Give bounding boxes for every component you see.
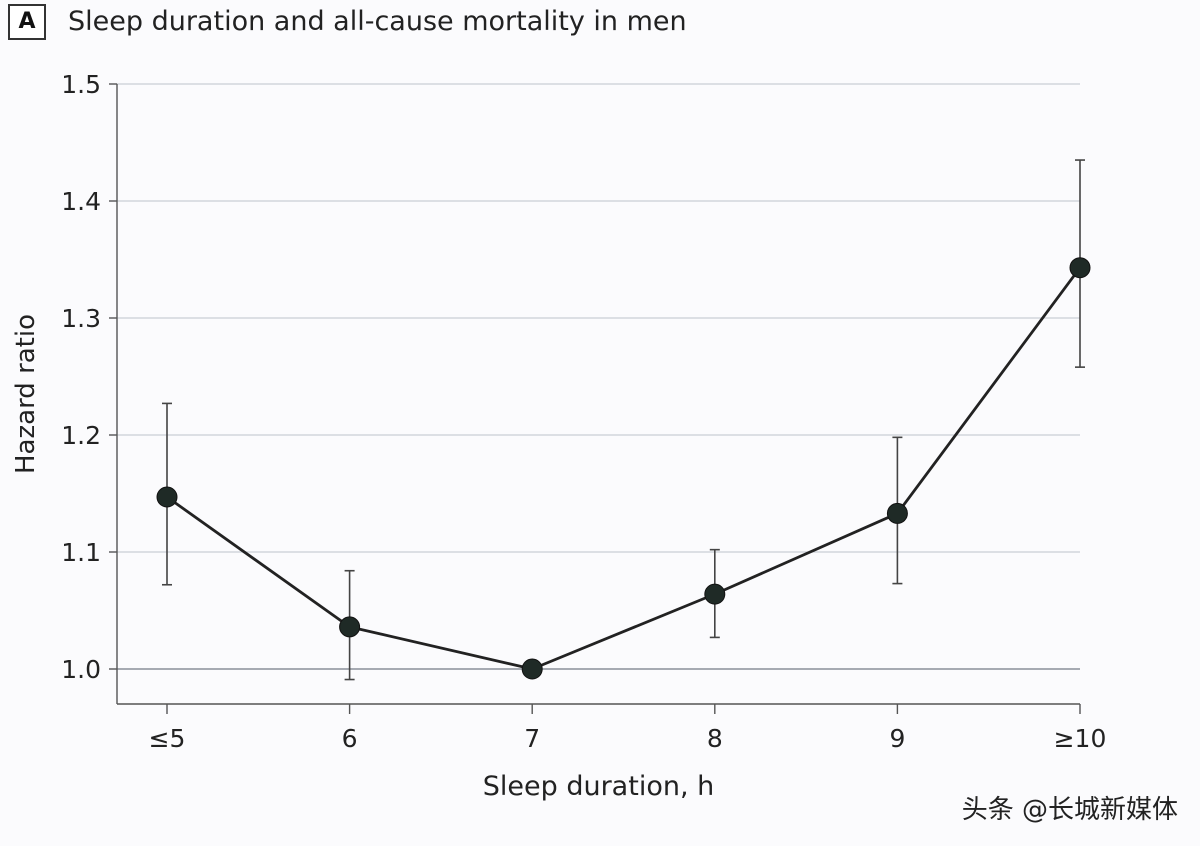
y-axis-title: Hazard ratio: [11, 314, 41, 474]
watermark: 头条 @长城新媒体: [961, 795, 1178, 825]
panel-label: A: [8, 4, 46, 40]
x-tick-label: 8: [707, 724, 723, 753]
data-point: [156, 486, 178, 508]
data-point: [339, 616, 361, 638]
series-line: [166, 266, 1082, 671]
data-point: [886, 502, 908, 524]
y-tick-label: 1.2: [61, 421, 101, 450]
y-tick-label: 1.4: [61, 187, 101, 216]
y-tick-label: 1.5: [61, 70, 101, 99]
y-tick-label: 1.3: [61, 304, 101, 333]
data-point: [704, 583, 726, 605]
x-tick-label: ≤5: [149, 724, 186, 753]
y-tick-label: 1.0: [61, 655, 101, 684]
x-tick-label: 7: [524, 724, 540, 753]
x-tick-label: 9: [889, 724, 905, 753]
chart-title: Sleep duration and all-cause mortality i…: [68, 6, 687, 37]
x-tick-label: 6: [342, 724, 358, 753]
data-point: [1069, 257, 1091, 279]
y-tick-label: 1.1: [61, 538, 101, 567]
data-point: [521, 658, 543, 680]
x-tick-label: ≥10: [1054, 724, 1107, 753]
x-axis-title: Sleep duration, h: [483, 771, 714, 802]
